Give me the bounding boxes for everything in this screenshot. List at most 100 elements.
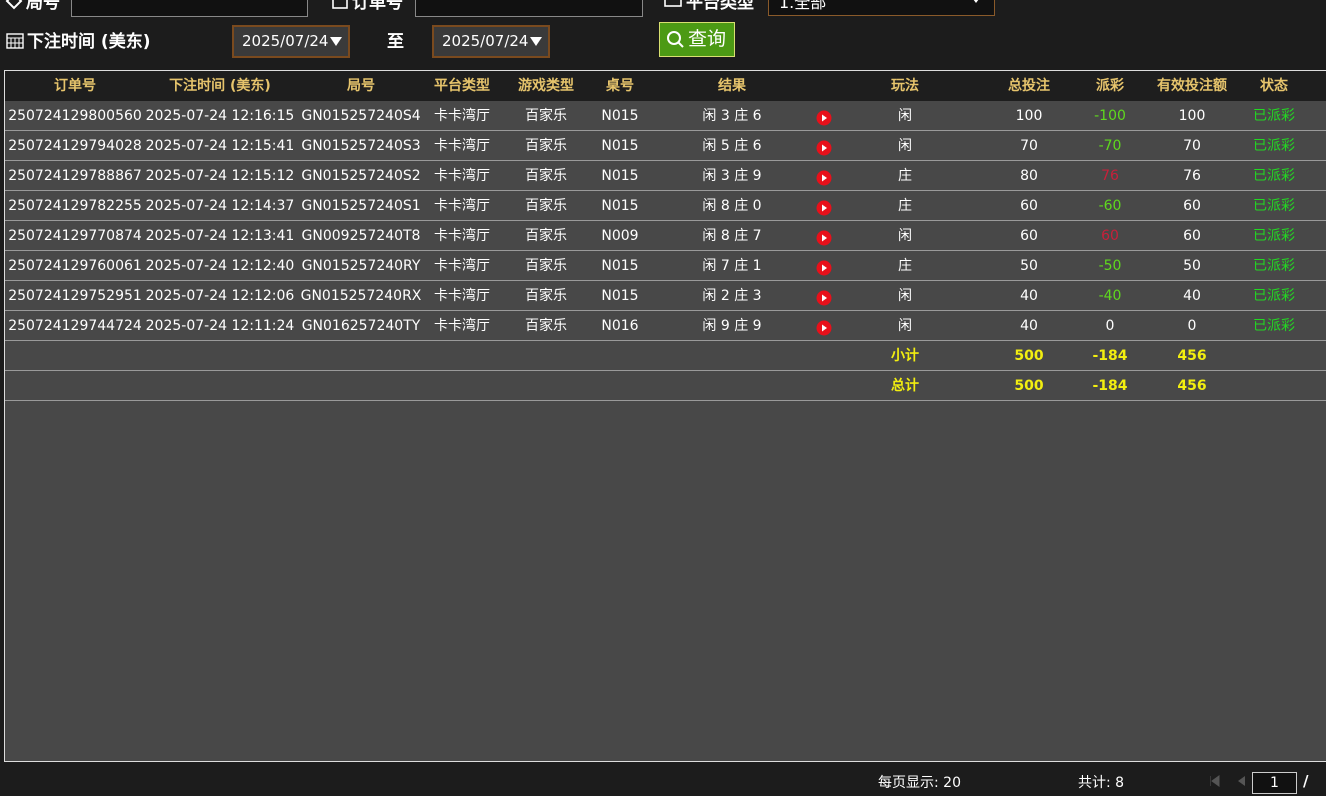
table-cell: 庄 <box>898 198 912 214</box>
column-header: 订单号 <box>54 78 96 94</box>
table-cell: -70 <box>1098 138 1122 154</box>
table-cell: 250724129794028 <box>8 138 142 154</box>
column-header: 派彩 <box>1096 78 1124 94</box>
column-header: 总投注 <box>1008 78 1050 94</box>
calendar-icon <box>6 33 24 49</box>
query-button[interactable]: 查询 <box>659 22 735 57</box>
table-cell: 闲 2 庄 3 <box>702 288 762 304</box>
table-cell: 60 <box>1020 228 1038 244</box>
table-cell: 百家乐 <box>525 108 567 124</box>
table-panel: 订单号 下注时间 (美东) 局号 平台类型 游戏类型 桌号 结果 玩法 总投注 派彩 有效投注额 状态… <box>4 70 1326 762</box>
summary-valid-bet: 456 <box>1177 348 1207 364</box>
table-cell: 百家乐 <box>525 258 567 274</box>
table-cell: 2025-07-24 12:13:41 <box>145 228 295 244</box>
page-sep: / <box>1303 772 1309 790</box>
column-header: 局号 <box>347 78 375 94</box>
pager-arrows[interactable] <box>1210 775 1250 787</box>
table-cell: N015 <box>601 168 639 184</box>
table-cell: 闲 8 庄 7 <box>702 228 762 244</box>
table-cell: 卡卡湾厅 <box>434 288 490 304</box>
query-label: 查询 <box>688 28 727 50</box>
table-cell: 已派彩 <box>1253 318 1295 334</box>
date-arrow <box>330 37 343 46</box>
replay-icon[interactable] <box>816 290 832 306</box>
order-input[interactable] <box>415 0 643 17</box>
row-separator <box>5 370 1326 371</box>
round-input[interactable] <box>71 0 308 17</box>
table-cell: 76 <box>1101 168 1119 184</box>
to-label: 至 <box>387 32 404 52</box>
table-cell: 百家乐 <box>525 168 567 184</box>
table-cell: 250724129788867 <box>8 168 142 184</box>
table-cell: 闲 <box>898 228 912 244</box>
row-separator <box>5 250 1326 251</box>
table-cell: 250724129760061 <box>8 258 142 274</box>
row-separator <box>5 400 1326 401</box>
total-count: 共计: 8 <box>1078 775 1125 791</box>
date-from-value: 2025/07/24 <box>242 32 329 50</box>
table-cell: 卡卡湾厅 <box>434 258 490 274</box>
table-cell: 卡卡湾厅 <box>434 168 490 184</box>
table-cell: 闲 5 庄 6 <box>702 138 762 154</box>
table-cell: GN015257240RX <box>300 288 422 304</box>
table-cell: 40 <box>1020 318 1038 334</box>
table-cell: 卡卡湾厅 <box>434 138 490 154</box>
table-cell: GN016257240TY <box>301 318 421 334</box>
table-cell: GN015257240RY <box>301 258 421 274</box>
table-cell: 闲 <box>898 288 912 304</box>
date-from[interactable]: 2025/07/24 <box>232 25 350 58</box>
table-cell: -50 <box>1098 258 1122 274</box>
time-label: 下注时间 (美东) <box>27 32 151 52</box>
page-input[interactable]: 1 <box>1252 772 1297 794</box>
row-separator <box>5 190 1326 191</box>
table-cell: 百家乐 <box>525 228 567 244</box>
row-separator <box>5 130 1326 131</box>
table-cell: 已派彩 <box>1253 198 1295 214</box>
replay-icon[interactable] <box>816 260 832 276</box>
table-cell: GN015257240S4 <box>301 108 421 124</box>
table-cell: 卡卡湾厅 <box>434 318 490 334</box>
table-cell: 已派彩 <box>1253 288 1295 304</box>
date-arrow <box>530 37 543 46</box>
table-cell: 100 <box>1015 108 1043 124</box>
table-cell: 60 <box>1183 198 1201 214</box>
page-number: 1 <box>1270 775 1279 791</box>
replay-icon[interactable] <box>816 200 832 216</box>
header-row <box>5 71 1326 101</box>
table-cell: -100 <box>1094 108 1126 124</box>
platform-select[interactable]: 1.全部 <box>768 0 995 16</box>
table-cell: 2025-07-24 12:11:24 <box>145 318 295 334</box>
summary-payout: -184 <box>1092 378 1128 394</box>
table-cell: 闲 7 庄 1 <box>702 258 762 274</box>
table-cell: 庄 <box>898 258 912 274</box>
platform-value: 1.全部 <box>779 0 827 12</box>
table-cell: 百家乐 <box>525 138 567 154</box>
round-icon <box>5 0 23 10</box>
table-cell: 已派彩 <box>1253 258 1295 274</box>
table-cell: 闲 <box>898 108 912 124</box>
table-cell: GN015257240S1 <box>301 198 421 214</box>
search-icon <box>667 31 684 48</box>
date-to[interactable]: 2025/07/24 <box>432 25 550 58</box>
replay-icon[interactable] <box>816 320 832 336</box>
table-cell: 2025-07-24 12:16:15 <box>145 108 295 124</box>
column-header: 桌号 <box>606 78 634 94</box>
column-header: 玩法 <box>891 78 919 94</box>
table-cell: 40 <box>1183 288 1201 304</box>
replay-icon[interactable] <box>816 140 832 156</box>
table-cell: 2025-07-24 12:15:12 <box>145 168 295 184</box>
table-cell: 2025-07-24 12:12:06 <box>145 288 295 304</box>
table-cell: 0 <box>1187 318 1197 334</box>
replay-icon[interactable] <box>816 170 832 186</box>
table-cell: 闲 9 庄 9 <box>702 318 762 334</box>
table-cell: 已派彩 <box>1253 228 1295 244</box>
table-cell: 百家乐 <box>525 318 567 334</box>
replay-icon[interactable] <box>816 110 832 126</box>
column-header: 状态 <box>1260 78 1288 94</box>
table-cell: 250724129800560 <box>8 108 142 124</box>
table-cell: N015 <box>601 258 639 274</box>
row-separator <box>5 310 1326 311</box>
table-cell: 庄 <box>898 168 912 184</box>
replay-icon[interactable] <box>816 230 832 246</box>
